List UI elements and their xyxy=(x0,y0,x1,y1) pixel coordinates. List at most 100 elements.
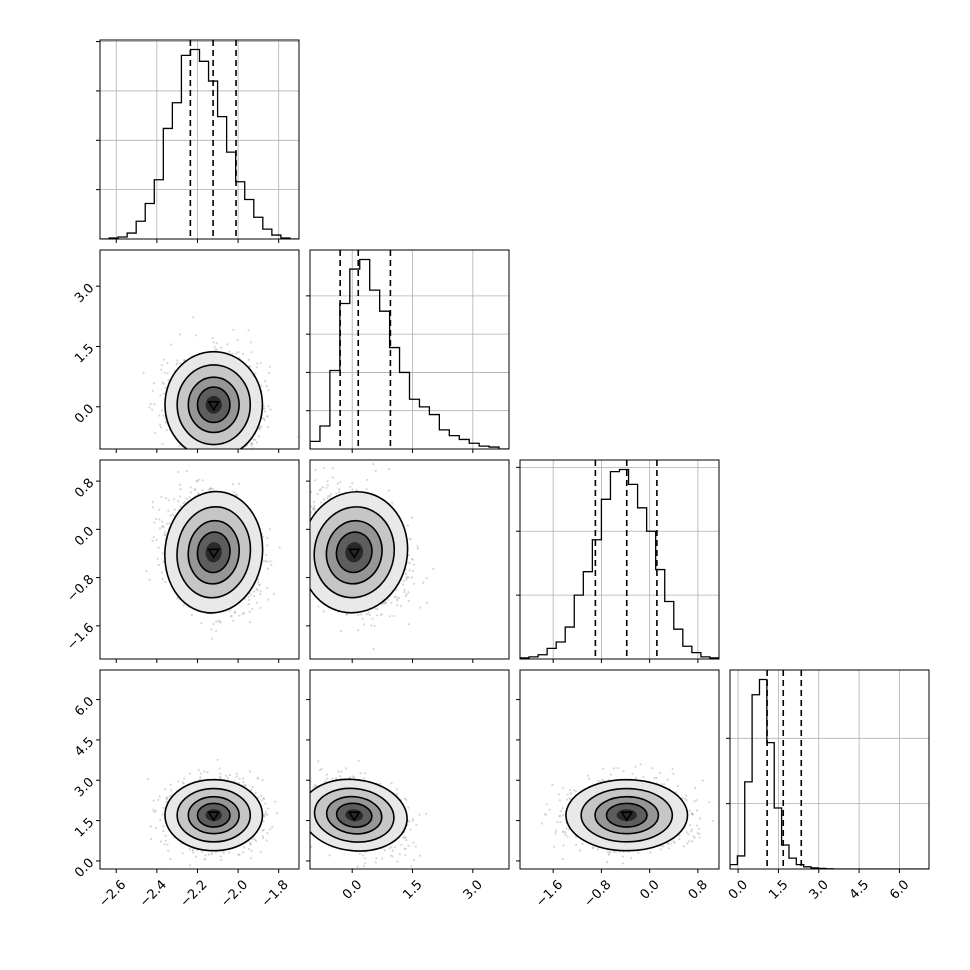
sample-point xyxy=(185,497,188,500)
sample-point xyxy=(166,361,169,365)
sample-point xyxy=(164,497,167,500)
sample-point xyxy=(238,614,241,617)
sample-point xyxy=(210,487,213,490)
scatter-panel-2-0: −1.6−0.80.00.8 xyxy=(64,459,300,663)
sample-point xyxy=(250,351,253,354)
sample-point xyxy=(162,414,165,417)
sample-point xyxy=(142,371,145,374)
sample-point xyxy=(213,345,216,348)
sample-point xyxy=(262,560,266,563)
sample-point xyxy=(223,467,225,469)
sample-point xyxy=(194,334,197,337)
sample-point xyxy=(201,479,204,482)
sample-point xyxy=(148,406,151,409)
sample-point xyxy=(272,593,275,596)
sample-point xyxy=(247,358,250,361)
sample-point xyxy=(229,467,231,469)
sample-point xyxy=(154,431,157,435)
sample-point xyxy=(155,538,158,542)
sample-point xyxy=(162,382,165,385)
sample-point xyxy=(198,453,200,455)
sample-point xyxy=(161,525,164,528)
sample-point xyxy=(253,595,256,598)
sample-point xyxy=(217,619,220,622)
sample-point xyxy=(278,546,281,549)
sample-point xyxy=(189,491,192,494)
sample-point xyxy=(244,460,246,462)
sample-point xyxy=(268,365,271,368)
sample-point xyxy=(201,453,203,455)
sample-point xyxy=(232,491,236,494)
sample-point xyxy=(237,350,240,354)
sample-point xyxy=(224,451,226,453)
sample-point xyxy=(264,553,268,557)
sample-point xyxy=(212,466,214,468)
sample-point xyxy=(171,513,174,516)
sample-point xyxy=(160,495,163,499)
sample-point xyxy=(226,343,229,346)
sample-point xyxy=(204,462,206,464)
sample-point xyxy=(268,371,271,374)
sample-point xyxy=(179,464,181,466)
sample-point xyxy=(259,606,262,609)
sample-point xyxy=(158,423,162,426)
panel-frame xyxy=(309,249,510,450)
sample-point xyxy=(178,444,181,447)
y-tick-label: 3.0 xyxy=(72,281,97,306)
sample-point xyxy=(162,358,165,361)
sample-point xyxy=(170,452,172,454)
sample-point xyxy=(168,522,171,525)
sample-point xyxy=(189,486,192,489)
sample-point xyxy=(255,601,258,605)
sample-point xyxy=(177,470,180,474)
sample-point xyxy=(156,557,159,560)
sample-point xyxy=(223,450,225,452)
sample-point xyxy=(201,450,203,452)
sample-point xyxy=(151,506,154,509)
density-contour xyxy=(205,395,222,414)
sample-point xyxy=(234,493,237,496)
sample-point xyxy=(161,520,164,523)
sample-point xyxy=(179,488,182,491)
sample-point xyxy=(172,498,176,501)
sample-point xyxy=(265,385,268,388)
sample-point xyxy=(269,560,272,563)
sample-point xyxy=(148,578,151,581)
sample-point xyxy=(248,610,251,614)
sample-point xyxy=(177,500,180,503)
sample-point xyxy=(260,384,263,387)
histogram-panel-0 xyxy=(96,39,300,243)
sample-point xyxy=(268,528,271,531)
sample-point xyxy=(254,438,257,441)
panel-frame xyxy=(99,39,300,240)
sample-point xyxy=(254,372,257,375)
sample-point xyxy=(228,350,231,353)
sample-point xyxy=(152,382,155,385)
sample-point xyxy=(249,341,252,344)
sample-point xyxy=(263,419,266,422)
sample-point xyxy=(158,518,161,521)
sample-point xyxy=(266,586,269,589)
sample-point xyxy=(192,316,195,319)
sample-point xyxy=(160,368,163,371)
sample-point xyxy=(227,471,229,473)
sample-point xyxy=(159,426,163,429)
sample-point xyxy=(185,470,188,473)
sample-point xyxy=(176,359,179,362)
sample-point xyxy=(209,452,211,454)
sample-point xyxy=(231,452,233,454)
sample-point xyxy=(165,429,168,432)
sample-point xyxy=(183,463,185,465)
histogram-panel-1 xyxy=(306,249,510,453)
sample-point xyxy=(188,496,191,499)
sample-point xyxy=(151,389,154,392)
sample-point xyxy=(194,488,197,492)
histogram-bars xyxy=(100,48,299,239)
density-layer xyxy=(142,316,299,473)
sample-point xyxy=(153,403,156,406)
sample-point xyxy=(157,563,160,567)
sample-point xyxy=(195,451,197,453)
sample-point xyxy=(257,435,260,438)
sample-point xyxy=(176,596,179,600)
sample-point xyxy=(269,408,272,411)
